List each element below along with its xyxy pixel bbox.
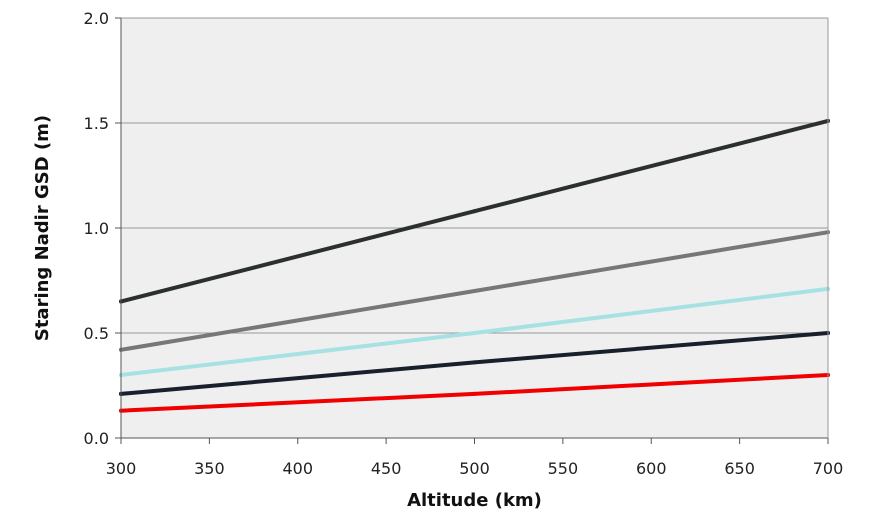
series-lines bbox=[119, 118, 830, 413]
x-tick-label: 700 bbox=[813, 459, 844, 478]
x-tick-label: 400 bbox=[282, 459, 313, 478]
y-tick-label: 1.0 bbox=[84, 219, 109, 238]
x-tick-label: 500 bbox=[459, 459, 490, 478]
x-tick-label: 350 bbox=[194, 459, 225, 478]
x-tick-label: 300 bbox=[106, 459, 137, 478]
data-point-series-5-1 bbox=[472, 391, 477, 396]
data-point-series-3-1 bbox=[472, 331, 477, 335]
y-tick-label: 0.0 bbox=[84, 429, 109, 448]
y-tick-label: 0.5 bbox=[84, 324, 109, 343]
y-tick-label: 2.0 bbox=[84, 9, 109, 28]
x-axis-title: Altitude (km) bbox=[407, 490, 542, 511]
x-tick-label: 550 bbox=[548, 459, 579, 478]
y-tick-label: 1.5 bbox=[84, 114, 109, 133]
y-axis-title: Staring Nadir GSD (m) bbox=[32, 115, 53, 341]
data-point-series-2-1 bbox=[472, 289, 477, 293]
x-tick-label: 600 bbox=[636, 459, 667, 478]
x-tick-label: 650 bbox=[724, 459, 755, 478]
y-axis-ticks: 0.0 0.5 1.0 1.5 2.0 bbox=[84, 9, 121, 448]
data-point-series-1-1 bbox=[472, 209, 477, 214]
x-tick-label: 450 bbox=[371, 459, 402, 478]
x-axis-ticks: 300 350 400 450 500 550 600 650 700 bbox=[106, 438, 844, 478]
data-point-series-4-1 bbox=[472, 360, 477, 365]
